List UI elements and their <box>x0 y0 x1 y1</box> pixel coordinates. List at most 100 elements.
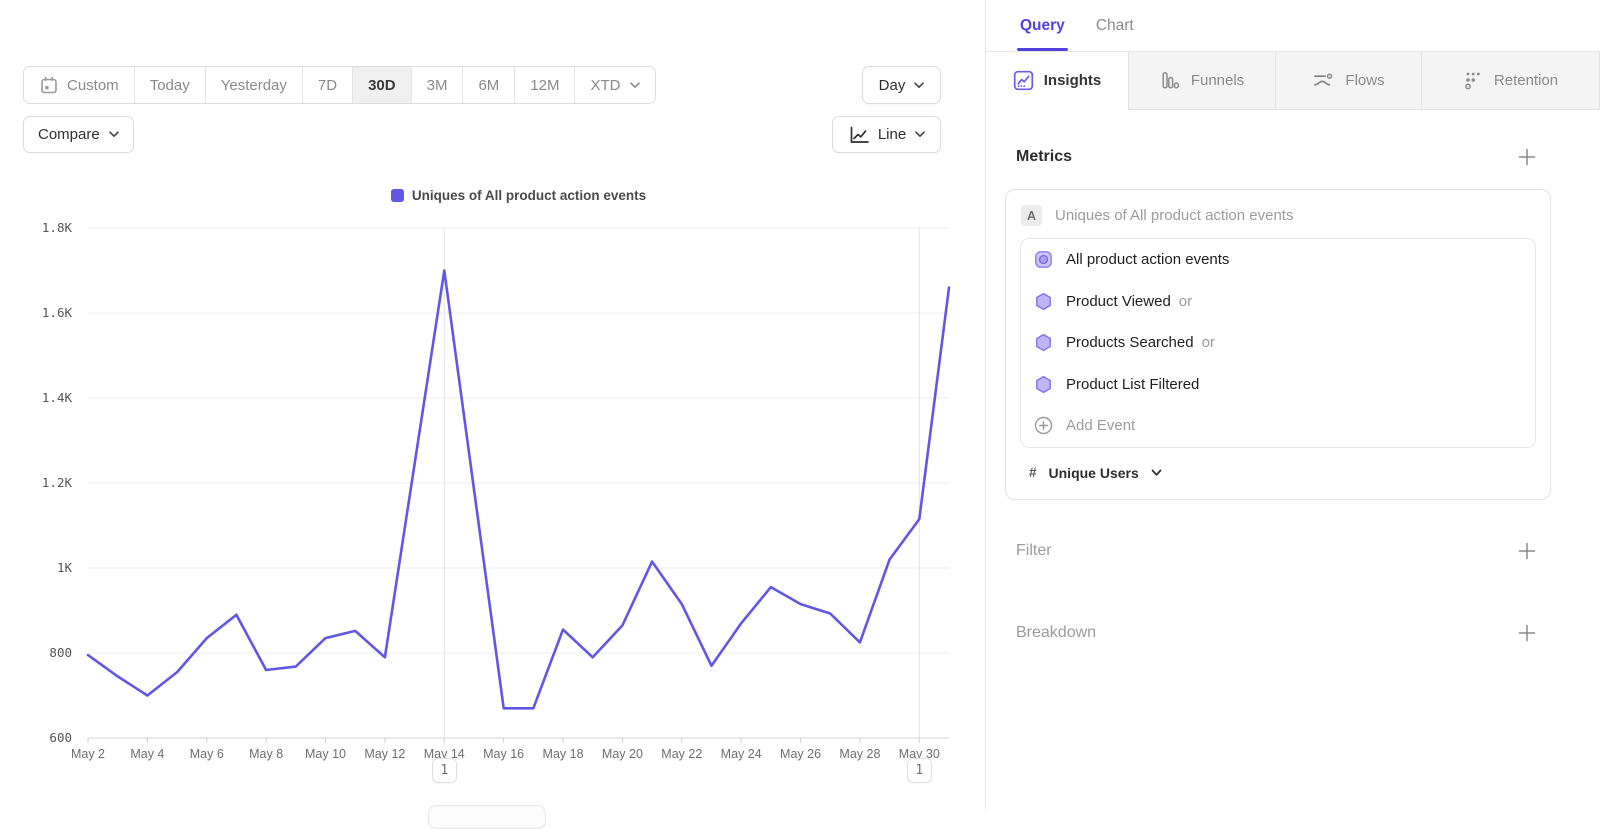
svg-text:May 18: May 18 <box>543 747 584 761</box>
svg-text:1K: 1K <box>57 560 73 575</box>
aggregation-value: Unique Users <box>1048 464 1139 481</box>
svg-text:May 12: May 12 <box>364 747 405 761</box>
chart-type-value: Line <box>877 126 907 143</box>
svg-text:May 8: May 8 <box>249 747 283 761</box>
svg-text:May 26: May 26 <box>780 747 821 761</box>
calendar-icon <box>39 75 59 95</box>
tab-label: Insights <box>1043 72 1102 89</box>
series-title: Uniques of All product action events <box>1055 207 1294 224</box>
range-button-6m[interactable]: 6M <box>463 67 516 103</box>
range-button-30d[interactable]: 30D <box>353 67 412 103</box>
event-row[interactable]: Product Viewed or <box>1021 280 1535 322</box>
chevron-down-icon <box>108 131 119 138</box>
svg-text:800: 800 <box>49 645 72 660</box>
event-hexagon-icon <box>1034 333 1053 352</box>
annotation-lines <box>443 228 920 738</box>
chevron-down-icon <box>914 81 925 89</box>
range-label: 30D <box>368 76 396 94</box>
tab-query[interactable]: Query <box>1017 0 1068 51</box>
insights-icon <box>1013 70 1034 91</box>
granularity-dropdown[interactable]: Day <box>862 66 941 104</box>
svg-text:May 2: May 2 <box>71 747 105 761</box>
event-hexagon-icon <box>1034 375 1053 394</box>
svg-text:May 28: May 28 <box>839 747 880 761</box>
event-hexagon-icon <box>1034 292 1053 311</box>
series-letter-badge: A <box>1021 205 1042 226</box>
series-line[interactable] <box>86 269 951 710</box>
filter-section-header: Filter <box>986 542 1600 560</box>
svg-text:May 22: May 22 <box>661 747 702 761</box>
range-button-3m[interactable]: 3M <box>411 67 464 103</box>
tab-chart[interactable]: Chart <box>1096 0 1134 51</box>
y-axis-labels: 1.8K 1.6K 1.4K 1.2K 1K 800 600 <box>42 220 73 745</box>
chevron-down-icon <box>630 81 641 89</box>
event-name: Products Searched <box>1066 334 1194 352</box>
circle-plus-icon <box>1034 416 1053 435</box>
svg-text:1.2K: 1.2K <box>42 475 73 490</box>
range-button-today[interactable]: Today <box>134 67 206 103</box>
event-row[interactable]: Products Searched or <box>1021 322 1535 364</box>
granularity-value: Day <box>878 76 906 94</box>
chart-type-dropdown[interactable]: Line <box>832 116 941 153</box>
report-type-tabs: Insights Funnels Flows Retention <box>986 51 1600 110</box>
add-metric-button[interactable] <box>1518 148 1536 166</box>
tab-flows[interactable]: Flows <box>1276 52 1422 109</box>
svg-text:1.6K: 1.6K <box>42 305 73 320</box>
add-event-button[interactable]: Add Event <box>1021 405 1535 447</box>
range-button-yesterday[interactable]: Yesterday <box>205 67 303 103</box>
range-button-xtd[interactable]: XTD <box>575 67 656 103</box>
y-gridlines <box>88 227 949 739</box>
metric-series-row[interactable]: A Uniques of All product action events <box>1006 190 1550 238</box>
svg-text:May 6: May 6 <box>190 747 224 761</box>
svg-text:1.4K: 1.4K <box>42 390 73 405</box>
svg-text:May 10: May 10 <box>305 747 346 761</box>
svg-text:1.8K: 1.8K <box>42 220 73 235</box>
tab-label: Flows <box>1345 72 1385 89</box>
svg-text:600: 600 <box>49 730 72 745</box>
tab-funnels[interactable]: Funnels <box>1129 52 1276 109</box>
breakdown-section-header: Breakdown <box>986 624 1600 642</box>
range-label: 6M <box>478 76 500 94</box>
aggregation-selector[interactable]: # Unique Users <box>1006 448 1550 487</box>
svg-text:May 16: May 16 <box>483 747 524 761</box>
line-chart-icon <box>848 125 869 145</box>
retention-icon <box>1463 70 1484 91</box>
event-name: All product action events <box>1066 251 1230 269</box>
range-label: 7D <box>317 76 338 94</box>
event-row[interactable]: All product action events <box>1021 239 1535 281</box>
range-button-custom[interactable]: Custom <box>24 67 135 103</box>
range-button-12m[interactable]: 12M <box>515 67 576 103</box>
annotation-marker[interactable]: 1 <box>431 758 457 783</box>
tab-retention[interactable]: Retention <box>1422 52 1600 109</box>
tab-insights[interactable]: Insights <box>986 52 1129 110</box>
query-builder-panel: Query Chart Insights Funnels Flows Retentio… <box>985 0 1600 809</box>
tab-query-label: Query <box>1020 16 1065 34</box>
tab-label: Retention <box>1493 72 1559 89</box>
compare-dropdown[interactable]: Compare <box>23 116 134 153</box>
chart-plot-area[interactable]: 1.8K 1.6K 1.4K 1.2K 1K 800 600 May 2 May 4 May 6 M… <box>0 210 984 795</box>
range-label: Custom <box>67 76 119 94</box>
range-button-7d[interactable]: 7D <box>302 67 354 103</box>
svg-text:May 20: May 20 <box>602 747 643 761</box>
funnels-icon <box>1160 70 1181 91</box>
annotation-marker[interactable]: 1 <box>906 758 932 783</box>
svg-text:May 4: May 4 <box>130 747 164 761</box>
hash-icon: # <box>1029 465 1037 480</box>
event-operator: or <box>1201 334 1215 352</box>
chevron-down-icon <box>1151 469 1162 477</box>
range-label: 3M <box>426 76 448 94</box>
chevron-down-icon <box>915 131 925 138</box>
tab-label: Funnels <box>1190 72 1245 89</box>
event-name: Product Viewed <box>1066 292 1171 310</box>
add-event-label: Add Event <box>1066 417 1136 435</box>
range-label: Today <box>149 76 190 94</box>
event-row[interactable]: Product List Filtered <box>1021 363 1535 405</box>
add-breakdown-button[interactable] <box>1518 624 1536 642</box>
event-operator: or <box>1178 292 1193 310</box>
svg-text:May 30: May 30 <box>899 747 940 761</box>
breakdown-title: Breakdown <box>1016 623 1097 641</box>
filter-title: Filter <box>1016 541 1052 559</box>
add-filter-button[interactable] <box>1518 542 1536 560</box>
panel-tabs: Query Chart <box>986 0 1600 51</box>
range-label: XTD <box>590 76 621 94</box>
